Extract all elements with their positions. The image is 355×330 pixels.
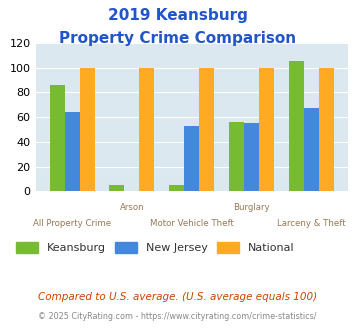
Text: Motor Vehicle Theft: Motor Vehicle Theft bbox=[150, 219, 234, 228]
Bar bbox=[184, 126, 199, 191]
Bar bbox=[65, 112, 80, 191]
Bar bbox=[244, 123, 259, 191]
Bar bbox=[169, 185, 184, 191]
Bar bbox=[289, 61, 304, 191]
Text: All Property Crime: All Property Crime bbox=[33, 219, 111, 228]
Bar bbox=[229, 122, 244, 191]
Text: Compared to U.S. average. (U.S. average equals 100): Compared to U.S. average. (U.S. average … bbox=[38, 292, 317, 302]
Text: 2019 Keansburg: 2019 Keansburg bbox=[108, 8, 247, 23]
Text: Burglary: Burglary bbox=[233, 203, 270, 212]
Legend: Keansburg, New Jersey, National: Keansburg, New Jersey, National bbox=[16, 242, 295, 253]
Text: Larceny & Theft: Larceny & Theft bbox=[277, 219, 345, 228]
Text: Property Crime Comparison: Property Crime Comparison bbox=[59, 31, 296, 46]
Bar bbox=[140, 68, 154, 191]
Bar bbox=[50, 85, 65, 191]
Bar bbox=[80, 68, 94, 191]
Bar bbox=[259, 68, 274, 191]
Bar bbox=[304, 109, 319, 191]
Text: Arson: Arson bbox=[120, 203, 144, 212]
Text: © 2025 CityRating.com - https://www.cityrating.com/crime-statistics/: © 2025 CityRating.com - https://www.city… bbox=[38, 312, 317, 321]
Bar bbox=[199, 68, 214, 191]
Bar bbox=[319, 68, 334, 191]
Bar bbox=[109, 185, 125, 191]
